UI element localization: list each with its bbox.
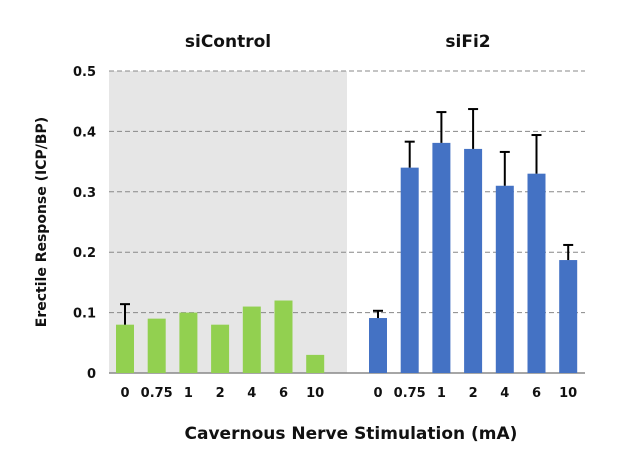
bar-siFi2-10 bbox=[559, 260, 578, 373]
bar-siFi2-2 bbox=[464, 148, 483, 373]
bar-siControl-2 bbox=[211, 324, 230, 373]
bar-siControl-1 bbox=[179, 312, 198, 373]
bar-siControl-0 bbox=[116, 324, 134, 373]
x-tick-label: 0 bbox=[120, 386, 129, 401]
bar-siControl-6 bbox=[274, 300, 293, 373]
bar-siFi2-1 bbox=[432, 142, 451, 373]
x-tick-label: 2 bbox=[216, 386, 225, 401]
bar-siFi2-4 bbox=[495, 185, 514, 373]
x-tick-label: 6 bbox=[279, 386, 288, 401]
bar-siControl-10 bbox=[306, 354, 325, 373]
x-axis-label: Cavernous Nerve Stimulation (mA) bbox=[185, 424, 518, 444]
y-tick-label: 0.2 bbox=[73, 246, 96, 261]
x-tick-label: 0.75 bbox=[141, 386, 173, 401]
bar-siFi2-6 bbox=[527, 173, 546, 373]
x-tick-label: 2 bbox=[469, 386, 478, 401]
panel-title-siControl: siControl bbox=[185, 32, 271, 52]
x-tick-label: 10 bbox=[559, 386, 577, 401]
y-tick-label: 0.4 bbox=[73, 125, 96, 140]
x-tick-label: 6 bbox=[532, 386, 541, 401]
y-tick-label: 0.5 bbox=[73, 65, 96, 80]
panel-title-siFi2: siFi2 bbox=[445, 32, 490, 52]
x-tick-label: 4 bbox=[247, 386, 256, 401]
bar-siFi2-0 bbox=[369, 318, 387, 373]
y-axis-label: Erectile Response (ICP/BP) bbox=[34, 117, 50, 327]
y-tick-label: 0.1 bbox=[73, 307, 96, 322]
y-tick-label: 0.3 bbox=[73, 186, 96, 201]
bar-siFi2-0.75 bbox=[400, 167, 419, 373]
x-tick-label: 4 bbox=[500, 386, 509, 401]
bar-siControl-4 bbox=[242, 306, 261, 373]
x-tick-label: 1 bbox=[437, 386, 446, 401]
y-tick-label: 0 bbox=[87, 367, 96, 382]
x-tick-label: 10 bbox=[306, 386, 324, 401]
x-tick-label: 0 bbox=[373, 386, 382, 401]
bar-siControl-0.75 bbox=[147, 318, 166, 373]
x-tick-label: 1 bbox=[184, 386, 193, 401]
x-tick-label: 0.75 bbox=[394, 386, 426, 401]
